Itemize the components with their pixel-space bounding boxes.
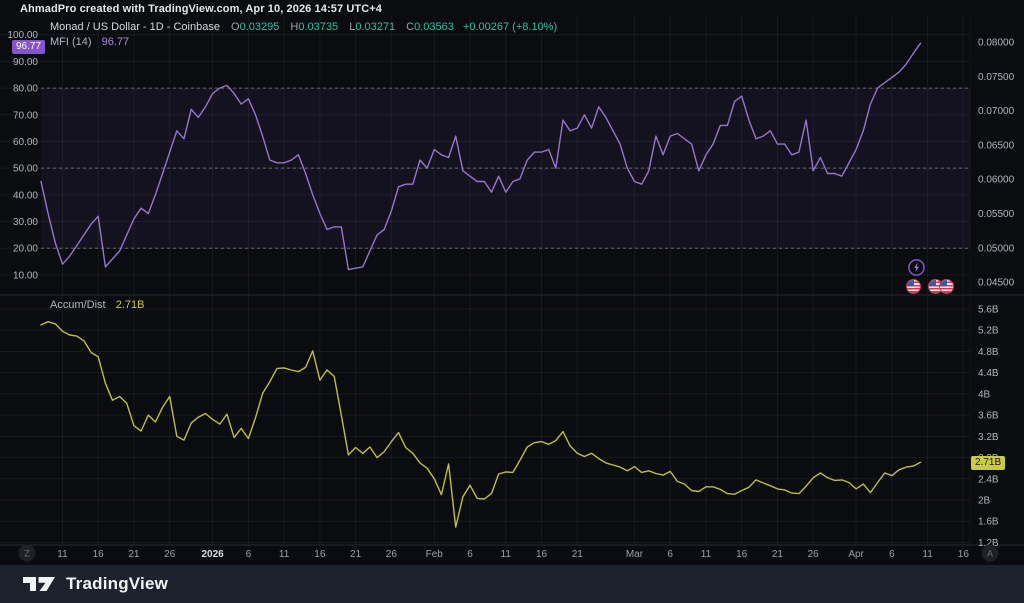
pair-flags-icon	[928, 279, 954, 294]
svg-text:3.2B: 3.2B	[978, 432, 999, 443]
ohlc-open: O0.03295	[231, 21, 279, 33]
svg-text:6: 6	[467, 549, 473, 560]
accdist-last-value-badge: 2.71B	[971, 456, 1005, 470]
svg-text:Feb: Feb	[426, 549, 444, 560]
svg-text:0.06500: 0.06500	[978, 140, 1015, 151]
attribution-text: AhmadPro created with TradingView.com, A…	[20, 3, 382, 15]
svg-text:6: 6	[246, 549, 252, 560]
price-change: +0.00267 (+8.10%)	[463, 21, 557, 33]
svg-text:2B: 2B	[978, 496, 991, 507]
svg-text:21: 21	[772, 549, 784, 560]
svg-text:6: 6	[667, 549, 673, 560]
svg-text:Z: Z	[24, 549, 30, 559]
ohlc-close: C0.03563	[406, 21, 454, 33]
svg-text:0.05500: 0.05500	[978, 209, 1015, 220]
time-axis-labels: 11 16 21 26 2026 6 11 16 21 26 Feb 6 11 16 21 Mar 6 11 16 2…	[57, 549, 969, 560]
svg-text:21: 21	[350, 549, 362, 560]
mfi-left-axis-labels: 100.0090.0080.0070.0060.0050.0040.0030.0…	[7, 30, 38, 281]
svg-text:30.00: 30.00	[13, 217, 38, 228]
svg-text:0.07000: 0.07000	[978, 106, 1015, 117]
svg-text:16: 16	[314, 549, 326, 560]
svg-text:1.6B: 1.6B	[978, 517, 999, 528]
svg-text:0.05000: 0.05000	[978, 243, 1015, 254]
svg-text:Apr: Apr	[848, 549, 864, 560]
svg-text:11: 11	[922, 549, 933, 560]
svg-text:90.00: 90.00	[13, 57, 38, 68]
auto-scale-button[interactable]: A	[982, 545, 999, 562]
ohlc-low: L0.03271	[349, 21, 395, 33]
symbol-legend[interactable]: Monad / US Dollar - 1D - Coinbase O0.032…	[50, 21, 557, 33]
svg-text:40.00: 40.00	[13, 190, 38, 201]
svg-text:50.00: 50.00	[13, 164, 38, 175]
svg-text:11: 11	[701, 549, 712, 560]
svg-text:4.8B: 4.8B	[978, 347, 999, 358]
svg-text:11: 11	[501, 549, 512, 560]
svg-text:2026: 2026	[201, 549, 224, 560]
price-right-axis-labels: 0.08000 0.07500 0.07000 0.06500 0.06000 0.055…	[978, 38, 1015, 289]
chart-canvas[interactable]: 100.0090.0080.0070.0060.0050.0040.0030.0…	[0, 16, 1024, 565]
svg-text:16: 16	[736, 549, 748, 560]
svg-text:70.00: 70.00	[13, 110, 38, 121]
mfi-legend[interactable]: MFI (14) 96.77	[50, 36, 129, 48]
svg-text:26: 26	[386, 549, 398, 560]
svg-text:11: 11	[279, 549, 290, 560]
svg-text:A: A	[987, 549, 993, 559]
svg-text:21: 21	[128, 549, 140, 560]
svg-text:10.00: 10.00	[13, 270, 38, 281]
accdist-value: 2.71B	[116, 299, 145, 311]
svg-text:26: 26	[808, 549, 820, 560]
ohlc-high: H0.03735	[290, 21, 338, 33]
footer-bar: TradingView	[0, 565, 1024, 603]
svg-text:5.2B: 5.2B	[978, 326, 999, 337]
mfi-value: 96.77	[102, 36, 130, 48]
svg-text:16: 16	[93, 549, 105, 560]
svg-text:Mar: Mar	[626, 549, 644, 560]
accdist-label: Accum/Dist	[50, 299, 106, 311]
svg-text:11: 11	[57, 549, 68, 560]
accdist-legend[interactable]: Accum/Dist 2.71B	[50, 299, 144, 311]
svg-text:3.6B: 3.6B	[978, 411, 999, 422]
accdist-right-axis-labels: 5.6B5.2B4.8B4.4B4B3.6B3.2B2.8B2.4B2B1.6B…	[978, 305, 999, 549]
svg-text:0.07500: 0.07500	[978, 72, 1015, 83]
symbol-title: Monad / US Dollar - 1D - Coinbase	[50, 21, 220, 33]
tradingview-logo-icon[interactable]	[22, 574, 56, 594]
mfi-last-value-badge: 96.77	[12, 40, 45, 54]
svg-text:26: 26	[164, 549, 176, 560]
svg-text:4.4B: 4.4B	[978, 368, 999, 379]
usd-flag-icon	[906, 279, 921, 294]
tradingview-snapshot: AhmadPro created with TradingView.com, A…	[0, 0, 1024, 603]
svg-text:60.00: 60.00	[13, 137, 38, 148]
svg-text:16: 16	[536, 549, 548, 560]
svg-text:20.00: 20.00	[13, 244, 38, 255]
mfi-band	[41, 88, 970, 248]
svg-text:0.08000: 0.08000	[978, 38, 1015, 49]
mfi-label: MFI (14)	[50, 36, 92, 48]
tradingview-brand[interactable]: TradingView	[66, 574, 168, 594]
svg-text:16: 16	[958, 549, 970, 560]
scroll-left-button[interactable]: Z	[19, 545, 36, 562]
svg-text:4B: 4B	[978, 389, 991, 400]
svg-text:0.06000: 0.06000	[978, 175, 1015, 186]
svg-text:80.00: 80.00	[13, 84, 38, 95]
svg-text:2.4B: 2.4B	[978, 474, 999, 485]
svg-text:21: 21	[572, 549, 584, 560]
svg-text:6: 6	[889, 549, 895, 560]
svg-text:0.04500: 0.04500	[978, 278, 1015, 289]
accdist-line	[41, 322, 921, 527]
svg-text:5.6B: 5.6B	[978, 305, 999, 316]
